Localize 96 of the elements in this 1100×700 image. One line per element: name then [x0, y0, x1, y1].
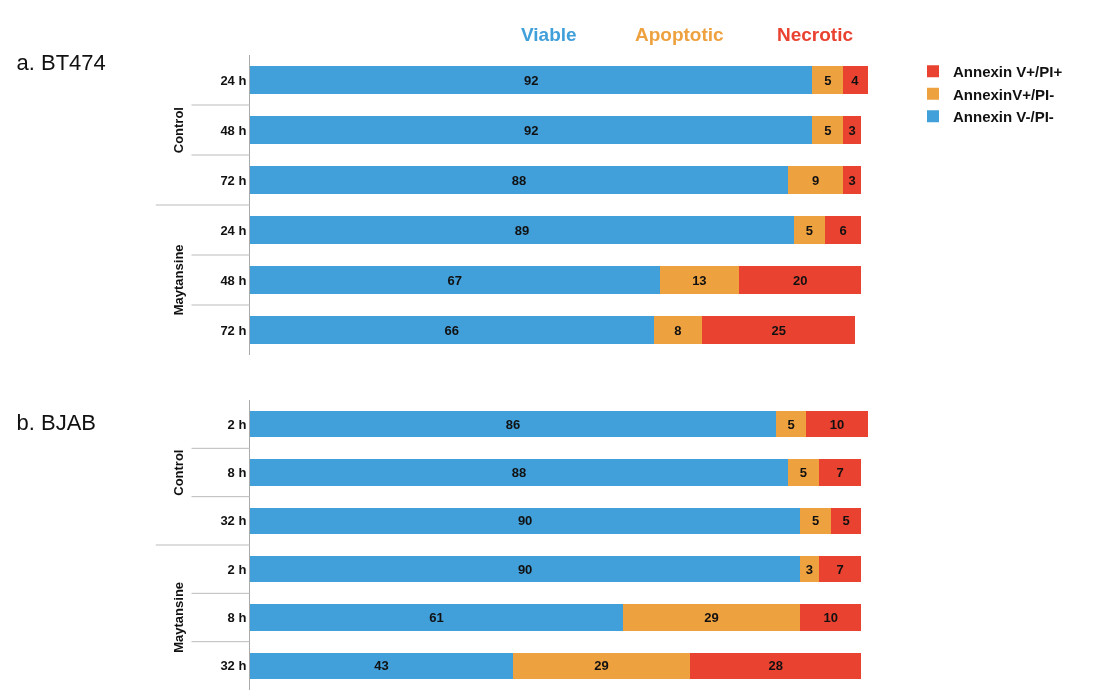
y-tick-label: 8 h	[227, 610, 247, 626]
data-label: 5	[824, 72, 832, 88]
data-label: 90	[517, 561, 533, 577]
data-label: 92	[524, 122, 539, 138]
bar	[830, 507, 862, 535]
bar	[653, 316, 703, 344]
y-tick-label: 32 h	[220, 513, 247, 529]
bar	[843, 116, 862, 144]
data-label: 88	[511, 465, 527, 480]
bar	[250, 66, 813, 94]
text: Apoptotic	[635, 24, 725, 45]
text: a. BT474	[16, 50, 106, 76]
y-tick-label: 24 h	[220, 222, 247, 238]
data-label: 5	[824, 122, 832, 138]
data-label: 8	[674, 322, 682, 338]
bar	[250, 410, 776, 438]
data-label: 3	[848, 172, 856, 188]
text: Control	[170, 449, 186, 496]
y-tick-label: 2 h	[227, 416, 247, 432]
data-label: 3	[848, 122, 856, 138]
bar	[812, 66, 844, 94]
bar	[250, 266, 660, 294]
bar	[739, 266, 862, 294]
data-label: 29	[704, 610, 719, 625]
data-label: 20	[793, 272, 808, 288]
bar	[622, 604, 801, 631]
bar	[818, 459, 862, 486]
bar	[250, 652, 513, 680]
bar	[250, 216, 795, 244]
bar	[818, 555, 862, 583]
bar	[250, 604, 623, 631]
bar	[250, 459, 789, 486]
data-label: 10	[829, 416, 845, 432]
bar	[806, 410, 868, 438]
text: Necrotic	[777, 24, 854, 45]
y-tick-label: 48 h	[220, 272, 247, 288]
data-label: 29	[594, 658, 609, 674]
y-tick-label: 8 h	[227, 465, 247, 481]
data-label: 3	[805, 561, 814, 577]
bar	[690, 652, 862, 680]
data-label: 13	[692, 272, 707, 288]
data-label: 5	[787, 416, 795, 432]
legend-label: Annexin V-/PI-	[953, 108, 1054, 126]
legend-label: AnnexinV+/PI-	[953, 85, 1055, 103]
bar	[788, 459, 819, 486]
bar	[702, 316, 856, 344]
data-label: 66	[444, 322, 459, 338]
bar	[512, 652, 691, 680]
text: b. BJAB	[16, 410, 96, 436]
bar	[843, 66, 868, 94]
bar	[250, 166, 789, 194]
legend-label: Annexin V+/PI+	[953, 63, 1063, 81]
data-label: 89	[514, 222, 530, 238]
data-label: 9	[811, 172, 820, 188]
bar	[250, 316, 654, 344]
y-tick-label: 72 h	[220, 322, 247, 338]
bar	[250, 555, 801, 583]
data-label: 6	[839, 222, 847, 238]
text: Viable	[521, 24, 577, 45]
data-label: 43	[374, 658, 389, 674]
data-label: 7	[836, 465, 844, 480]
bar	[800, 507, 831, 535]
data-label: 61	[429, 610, 444, 625]
bar	[775, 410, 807, 438]
text: Maytansine	[170, 581, 186, 653]
bar	[843, 166, 862, 194]
data-label: 92	[524, 72, 539, 88]
data-label: 7	[836, 561, 844, 577]
data-label: 90	[517, 513, 533, 529]
bar	[250, 116, 813, 144]
data-label: 86	[505, 416, 521, 432]
data-label: 25	[771, 322, 787, 338]
bar	[794, 216, 825, 244]
data-label: 5	[805, 222, 814, 238]
text: Maytansine	[171, 244, 187, 316]
data-label: 28	[768, 658, 784, 674]
data-label: 10	[823, 610, 839, 625]
data-label: 4	[851, 72, 860, 88]
data-label: 67	[447, 272, 463, 288]
data-label: 88	[511, 172, 527, 188]
text: Control	[171, 107, 187, 154]
bar	[788, 166, 844, 194]
data-label: 5	[811, 513, 820, 529]
y-tick-label: 2 h	[227, 561, 247, 577]
bar	[824, 216, 862, 244]
bar	[800, 555, 819, 583]
y-tick-label: 32 h	[220, 658, 247, 674]
bar	[812, 116, 844, 144]
bar	[800, 604, 862, 631]
y-tick-label: 72 h	[220, 172, 247, 188]
bar	[250, 507, 801, 535]
data-label: 5	[799, 465, 807, 480]
bar	[659, 266, 740, 294]
y-tick-label: 24 h	[220, 72, 247, 88]
y-tick-label: 48 h	[220, 122, 247, 138]
data-label: 5	[842, 513, 850, 529]
